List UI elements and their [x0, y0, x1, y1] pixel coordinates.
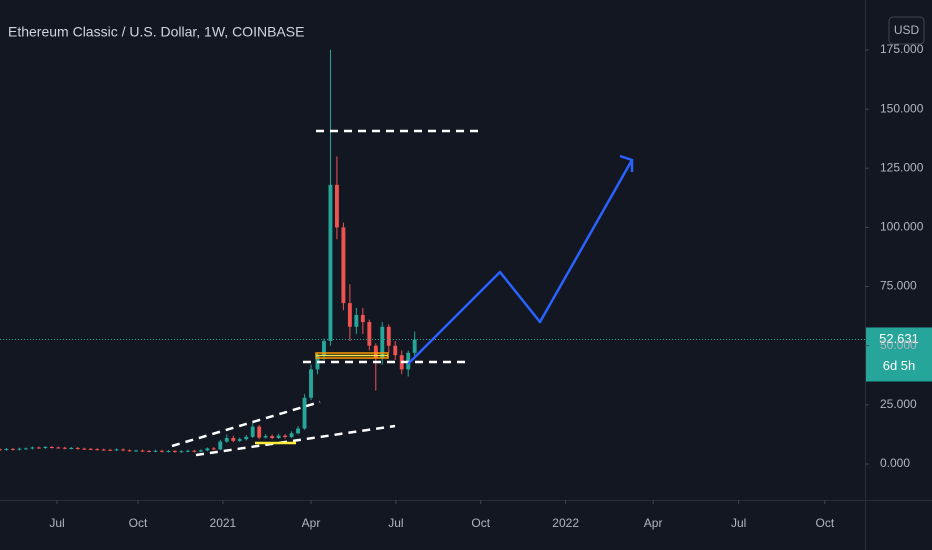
candle-body	[192, 450, 197, 452]
candle-body	[198, 450, 203, 452]
candle-body	[153, 450, 158, 452]
y-tick-label: 150.000	[880, 101, 924, 115]
candle-body	[82, 448, 87, 450]
candle-body	[62, 447, 67, 449]
candle-body	[11, 448, 15, 450]
candle-body	[43, 446, 48, 448]
candle-body	[231, 438, 236, 441]
candle-body	[296, 428, 300, 434]
candle-body	[69, 447, 74, 449]
candle-body	[244, 436, 249, 440]
candle-body	[289, 433, 294, 438]
candle-body	[386, 326, 391, 346]
x-tick-label: Jul	[49, 516, 64, 530]
candle-body	[179, 451, 184, 453]
candle-body	[121, 449, 126, 451]
candle-body	[237, 439, 242, 441]
candle-body	[380, 326, 385, 358]
candle-body	[30, 447, 35, 449]
candle-body	[75, 447, 80, 449]
currency-label[interactable]: USD	[894, 23, 920, 37]
y-tick-label: 175.000	[880, 42, 924, 56]
candle-body	[302, 397, 307, 429]
candle-body	[347, 303, 352, 327]
candle-body	[4, 448, 9, 450]
candle-body	[224, 438, 229, 442]
x-tick-label: Oct	[471, 516, 490, 530]
candle-body	[341, 227, 346, 304]
y-tick-label: 0.000	[880, 456, 910, 470]
candle-body	[108, 449, 113, 451]
last-price: 52.631	[879, 331, 919, 346]
candle-body	[360, 314, 365, 323]
candle-body	[49, 446, 54, 448]
candle-body	[36, 447, 41, 449]
chart-title: Ethereum Classic / U.S. Dollar, 1W, COIN…	[8, 24, 304, 40]
candle-body	[0, 449, 2, 451]
candle-body	[205, 448, 210, 451]
x-tick-label: Jul	[388, 516, 403, 530]
dashed-line	[171, 400, 321, 448]
projection-arrow	[407, 159, 634, 365]
candle-body	[354, 314, 359, 327]
candle-body	[393, 345, 398, 356]
y-tick-label: 25.000	[880, 397, 917, 411]
candle-body	[367, 322, 372, 346]
candle-body	[88, 448, 93, 450]
drawings	[171, 129, 634, 457]
candle-body	[373, 345, 378, 358]
x-tick-label: 2021	[210, 516, 237, 530]
arrow-head	[619, 154, 634, 172]
candle-body	[412, 339, 417, 353]
countdown: 6d 5h	[883, 358, 916, 373]
candle-body	[334, 184, 339, 228]
candle-body	[276, 435, 281, 439]
candle-body	[257, 426, 262, 438]
y-tick-label: 100.000	[880, 220, 924, 234]
candle-body	[160, 450, 164, 452]
candle-body	[147, 451, 151, 453]
candle-body	[322, 340, 326, 356]
dashed-line	[195, 424, 396, 457]
candle-body	[173, 451, 177, 453]
y-tick-label: 75.000	[880, 279, 917, 293]
x-tick-label: Jul	[731, 516, 746, 530]
candle-body	[283, 435, 288, 438]
candle-body	[309, 369, 313, 398]
x-tick-label: Oct	[815, 516, 834, 530]
candle-body	[140, 450, 145, 452]
x-tick-label: Apr	[644, 516, 663, 530]
candle-body	[95, 449, 100, 451]
candle-body	[185, 450, 190, 452]
candle-body	[263, 436, 268, 438]
candle-body	[211, 448, 216, 450]
candle-body	[166, 451, 171, 453]
candle-body	[127, 450, 132, 452]
candle-body	[134, 450, 139, 452]
candle-body	[250, 426, 255, 437]
price-tag: 52.631 6d 5h	[866, 327, 932, 382]
x-tick-label: 2022	[552, 516, 579, 530]
candle-body	[56, 447, 61, 449]
price-tag-box	[866, 327, 932, 382]
candle-body	[328, 184, 333, 341]
x-tick-label: Oct	[129, 516, 148, 530]
currency-button[interactable]	[888, 16, 925, 45]
y-tick-label: 50.000	[880, 338, 917, 352]
candle-body	[101, 449, 106, 451]
x-tick-label: Apr	[302, 516, 321, 530]
y-tick-label: 125.000	[880, 160, 924, 174]
candle-body	[23, 448, 28, 450]
candle-body	[114, 449, 119, 451]
candle-body	[17, 448, 22, 450]
candle-body	[270, 436, 275, 439]
candle-body	[218, 441, 223, 450]
